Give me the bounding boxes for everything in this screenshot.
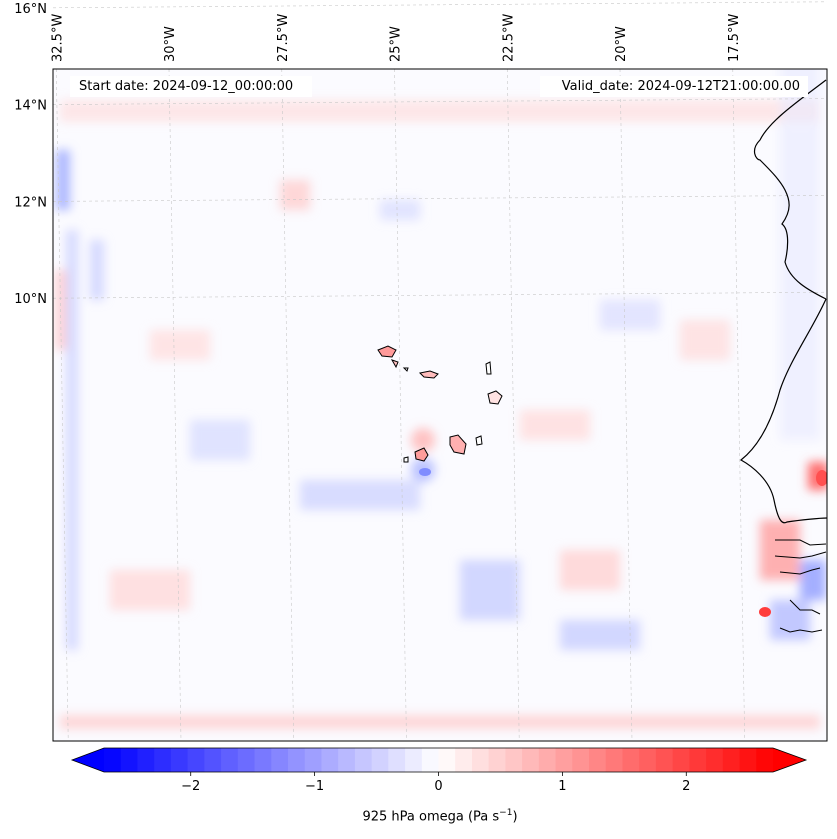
lon-tick-label: 32.5°W bbox=[50, 14, 65, 62]
start-date-label: Start date: 2024-09-12_00:00:00 bbox=[79, 79, 294, 94]
lon-gridline bbox=[732, 68, 746, 742]
lat-gridline bbox=[52, 1, 828, 9]
lat-tick-label: 14°N bbox=[14, 99, 47, 114]
colorbar-segment bbox=[287, 748, 306, 772]
colorbar-tick-label: 0 bbox=[434, 779, 442, 794]
colorbar-segment bbox=[522, 748, 540, 772]
colorbar-segment bbox=[706, 748, 724, 772]
colorbar: −2 −1 0 1 2 bbox=[70, 747, 808, 794]
colorbar-segment bbox=[538, 748, 557, 772]
colorbar-segment bbox=[271, 748, 289, 772]
colorbar-segment bbox=[722, 748, 741, 772]
longitude-labels: 32.5°W 30°W 27.5°W 25°W 22.5°W 20°W 17.5°W bbox=[50, 14, 742, 62]
colorbar-segment bbox=[187, 748, 205, 772]
lon-tick-label: 25°W bbox=[389, 26, 404, 62]
lon-tick-label: 17.5°W bbox=[727, 14, 742, 62]
colorbar-segment bbox=[605, 748, 624, 772]
lon-gridline bbox=[619, 68, 633, 742]
graticule bbox=[52, 1, 828, 742]
colorbar-segment bbox=[354, 748, 373, 772]
colorbar-segment bbox=[639, 748, 657, 772]
colorbar-tick-label: −2 bbox=[181, 779, 200, 794]
colorbar-label-main: 925 hPa omega (Pa s bbox=[362, 809, 500, 825]
colorbar-segment bbox=[221, 748, 239, 772]
colorbar-segment bbox=[371, 748, 389, 772]
lat-tick-label: 10°N bbox=[14, 292, 47, 307]
lat-tick-label: 12°N bbox=[14, 195, 47, 210]
colorbar-segment bbox=[170, 748, 189, 772]
colorbar-segment bbox=[589, 748, 607, 772]
start-date-box bbox=[70, 76, 312, 97]
map-frame bbox=[52, 68, 828, 742]
colorbar-segment bbox=[572, 748, 590, 772]
colorbar-segment bbox=[555, 748, 573, 772]
colorbar-segment bbox=[756, 748, 774, 772]
colorbar-segment bbox=[304, 748, 323, 772]
map-background bbox=[53, 69, 827, 741]
colorbar-label-close: ) bbox=[512, 809, 518, 825]
colorbar-segment bbox=[405, 748, 423, 772]
lon-tick-label: 30°W bbox=[163, 26, 178, 62]
colorbar-segment bbox=[137, 748, 155, 772]
colorbar-segment bbox=[455, 748, 473, 772]
colorbar-segment bbox=[388, 748, 406, 772]
valid-date-label: Valid_date: 2024-09-12T21:00:00.00 bbox=[561, 79, 800, 94]
colorbar-segment bbox=[672, 748, 690, 772]
omega-sharp-features bbox=[419, 468, 827, 617]
colorbar-segment bbox=[655, 748, 674, 772]
lon-gridline bbox=[55, 68, 69, 742]
lon-gridline bbox=[281, 68, 295, 742]
lon-gridline bbox=[168, 68, 182, 742]
colorbar-segment bbox=[438, 748, 456, 772]
colorbar-segment bbox=[421, 748, 440, 772]
colorbar-segment bbox=[237, 748, 256, 772]
colorbar-label-sup: −1 bbox=[499, 808, 513, 818]
colorbar-tick-label: 2 bbox=[682, 779, 690, 794]
colorbar-segment bbox=[254, 748, 272, 772]
lon-tick-label: 20°W bbox=[614, 26, 629, 62]
lon-tick-label: 27.5°W bbox=[276, 14, 291, 62]
colorbar-segment bbox=[471, 748, 490, 772]
colorbar-segment bbox=[622, 748, 640, 772]
colorbar-tick-label: −1 bbox=[305, 779, 324, 794]
lon-gridline bbox=[394, 68, 407, 742]
lat-tick-label: 16°N bbox=[14, 2, 47, 17]
lon-gridline bbox=[506, 68, 520, 742]
colorbar-segment bbox=[739, 748, 757, 772]
colorbar-extend-low bbox=[72, 748, 104, 772]
colorbar-segment bbox=[104, 748, 122, 772]
colorbar-outline bbox=[70, 747, 808, 773]
colorbar-segment bbox=[120, 748, 139, 772]
colorbar-segment bbox=[204, 748, 222, 772]
valid-date-box bbox=[540, 76, 808, 97]
colorbar-label: 925 hPa omega (Pa s−1) bbox=[0, 808, 837, 824]
colorbar-tick-label: 1 bbox=[558, 779, 566, 794]
colorbar-segment bbox=[154, 748, 172, 772]
colorbar-segment bbox=[488, 748, 506, 772]
omega-field bbox=[56, 69, 827, 729]
colorbar-segment bbox=[321, 748, 339, 772]
colorbar-extend-high bbox=[773, 748, 806, 772]
lon-tick-label: 22.5°W bbox=[501, 14, 516, 62]
colorbar-segment bbox=[338, 748, 356, 772]
coastline bbox=[739, 79, 827, 633]
colorbar-segment bbox=[689, 748, 707, 772]
colorbar-segment bbox=[505, 748, 523, 772]
cape-verde-islands bbox=[377, 345, 503, 463]
latitude-labels: 22°N20°N18°N16°N14°N12°N10°N bbox=[14, 2, 47, 307]
